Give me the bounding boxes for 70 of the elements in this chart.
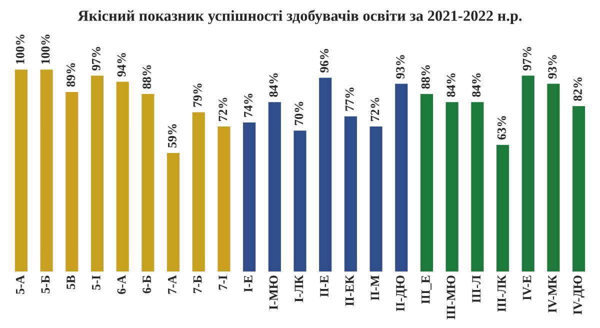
x-tick-label: І-ЛК (294, 275, 304, 302)
bar (571, 104, 586, 272)
data-label: 88% (421, 65, 430, 89)
bar (242, 121, 257, 272)
data-label: 94% (117, 53, 126, 77)
bar (495, 143, 510, 272)
bar (114, 80, 130, 272)
data-label: 100% (16, 34, 24, 64)
x-tick-label: 7-Б (193, 276, 202, 293)
bar (64, 90, 80, 272)
data-label: 84% (269, 73, 278, 97)
data-label: 70% (294, 102, 304, 126)
x-tick-label: ІІІ-Л (472, 275, 481, 303)
x-tick-label: 5-А (16, 275, 24, 294)
x-tick-label: І-Е (244, 276, 252, 292)
bar (419, 92, 434, 272)
x-tick-label: 7-А (168, 275, 176, 294)
bar (546, 82, 562, 272)
data-label: 100% (41, 34, 50, 64)
bar (140, 92, 156, 272)
data-label: 88% (142, 65, 152, 89)
data-label: 72% (370, 98, 380, 121)
x-tick-label: IV-ДЮ (574, 276, 584, 314)
bar (343, 114, 358, 272)
data-label: 84% (446, 73, 456, 97)
x-tick-label: IV-Е (522, 276, 532, 300)
x-tick-label: ІІІ-МЮ (446, 276, 456, 320)
bar (318, 76, 334, 272)
x-tick-label: ІІ-ЕК (346, 275, 354, 306)
x-tick-label: ІІ-ДЮ (396, 276, 408, 312)
bar (444, 100, 460, 272)
bar (90, 74, 105, 272)
data-label: 93% (396, 55, 405, 79)
x-tick-label: 6-А (117, 275, 126, 294)
x-tick-label: І-МЮ (269, 276, 278, 310)
x-tick-label: ІІІ-ЛК (498, 275, 506, 312)
bar (216, 125, 232, 272)
data-label: 59% (168, 124, 176, 148)
data-label: 79% (193, 84, 202, 107)
x-tick-label: IV-МК (548, 275, 557, 313)
bar (520, 74, 536, 272)
bar (190, 110, 206, 272)
data-label: 74% (244, 94, 252, 117)
bar (394, 82, 410, 272)
data-label: 82% (573, 77, 582, 101)
x-tick-label: 5-Б (41, 276, 50, 294)
data-label: 93% (548, 55, 557, 79)
x-tick-label: ІІІ_Е (422, 276, 432, 304)
bar (14, 68, 29, 272)
bar (38, 68, 54, 272)
x-tick-label: 7-І (218, 275, 227, 290)
data-label: 77% (345, 88, 354, 111)
data-label: 96% (320, 49, 329, 73)
x-tick-label: 5-І (92, 275, 100, 290)
x-tick-label: 5В (66, 275, 76, 290)
bar (368, 125, 384, 272)
chart-title: Якісний показник успішності здобувачів освіти за 2021-2022 н.р. (78, 10, 522, 24)
x-tick-label: ІІ-М (370, 275, 380, 300)
x-tick-label: ІІ-Е (320, 276, 328, 297)
bar (292, 129, 308, 272)
x-tick-label: 6-Б (142, 276, 152, 294)
bar (266, 100, 282, 272)
data-label: 97% (92, 46, 100, 70)
data-label: 63% (497, 116, 506, 140)
bar (166, 152, 181, 272)
data-label: 97% (522, 46, 532, 70)
data-label: 72% (218, 98, 228, 121)
bar (470, 100, 486, 272)
data-label: 89% (66, 63, 76, 87)
data-label: 84% (472, 73, 481, 97)
